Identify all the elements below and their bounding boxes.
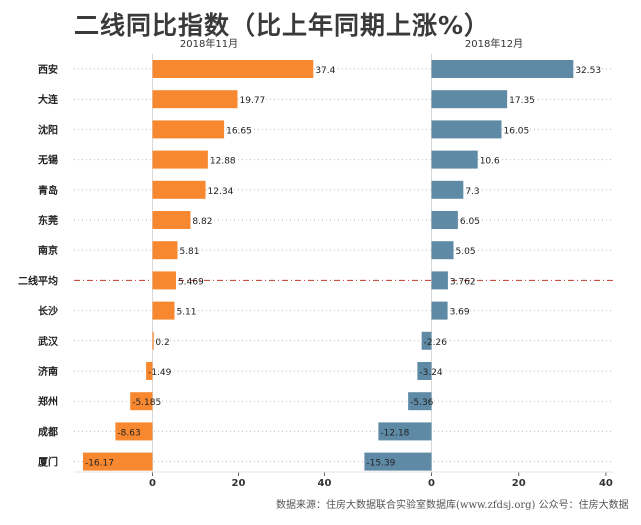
category-label: 成都	[38, 425, 58, 438]
bar	[431, 271, 448, 290]
data-label: -5.185	[132, 398, 161, 408]
bar	[152, 60, 314, 78]
data-label: 10.6	[480, 157, 500, 167]
category-label: 郑州	[38, 395, 58, 408]
bar	[152, 120, 225, 139]
bar	[130, 392, 153, 411]
bar	[378, 422, 432, 441]
category-label: 长沙	[38, 305, 58, 318]
category-label: 东莞	[38, 214, 58, 227]
data-label: -8.63	[117, 428, 140, 438]
x-tick-label: 0	[149, 478, 156, 489]
x-tick-label: 40	[599, 478, 613, 489]
category-label: 厦门	[38, 456, 58, 469]
bar	[421, 331, 432, 350]
bar	[431, 211, 458, 229]
bar	[408, 392, 432, 411]
panel-subtitle: 2018年12月	[465, 37, 523, 50]
bar	[431, 150, 478, 169]
bar	[364, 452, 432, 471]
data-label: 19.77	[240, 96, 266, 106]
data-label: 37.4	[315, 66, 335, 76]
category-label: 西安	[38, 63, 58, 76]
data-label: 6.05	[460, 217, 480, 227]
bar	[152, 241, 178, 260]
category-label: 南京	[38, 244, 58, 257]
data-label: -5.36	[410, 398, 434, 408]
category-label: 武汉	[38, 335, 59, 348]
panel-subtitle: 2018年11月	[180, 37, 238, 50]
x-tick-label: 40	[318, 478, 332, 489]
data-label: 16.65	[226, 126, 252, 136]
bar	[152, 180, 206, 199]
data-label: -12.18	[380, 428, 409, 438]
category-label: 大连	[38, 93, 59, 106]
chart-title: 二线同比指数（比上年同期上涨%）	[74, 11, 491, 40]
data-label: 32.53	[575, 66, 601, 76]
data-label: 3.69	[450, 308, 470, 318]
data-label: 12.34	[208, 187, 234, 197]
bar	[431, 120, 502, 139]
data-label: -3.24	[419, 368, 443, 378]
data-label: 12.88	[210, 157, 236, 167]
bar	[152, 301, 175, 320]
data-label: -2.26	[424, 338, 448, 348]
data-label: 16.05	[503, 126, 529, 136]
x-tick-label: 20	[512, 478, 526, 489]
data-label: 3.762	[450, 277, 476, 287]
bar	[431, 90, 508, 109]
bar	[431, 180, 464, 199]
bar	[431, 60, 574, 78]
category-label: 青岛	[38, 184, 58, 197]
data-label: 5.05	[456, 247, 476, 257]
data-source-note: 数据来源：住房大数据联合实验室数据库(www.zfdsj.org) 公众号：住房…	[276, 500, 629, 511]
bar	[152, 271, 177, 290]
bar	[82, 452, 153, 471]
x-tick-label: 0	[428, 478, 435, 489]
data-label: 8.82	[192, 217, 212, 227]
bar	[146, 362, 153, 380]
bar	[417, 362, 432, 380]
data-label: 5.81	[179, 247, 199, 257]
data-label: -16.17	[85, 459, 114, 469]
category-label: 沈阳	[38, 123, 58, 136]
bar	[431, 241, 454, 260]
bar	[115, 422, 153, 441]
data-label: 5.11	[176, 308, 196, 318]
data-label: 7.3	[465, 187, 479, 197]
bar	[431, 301, 448, 320]
category-label: 济南	[38, 365, 58, 378]
data-label: 17.35	[509, 96, 535, 106]
bar	[152, 90, 238, 109]
bar	[152, 150, 208, 169]
data-label: 5.469	[178, 277, 204, 287]
data-label: -15.39	[366, 459, 395, 469]
x-tick-label: 20	[232, 478, 246, 489]
data-label: -1.49	[148, 368, 172, 378]
category-label: 无锡	[37, 154, 58, 167]
category-label: 二线平均	[18, 274, 58, 287]
bar	[152, 211, 191, 229]
data-label: 0.2	[155, 338, 169, 348]
bar	[152, 331, 154, 350]
